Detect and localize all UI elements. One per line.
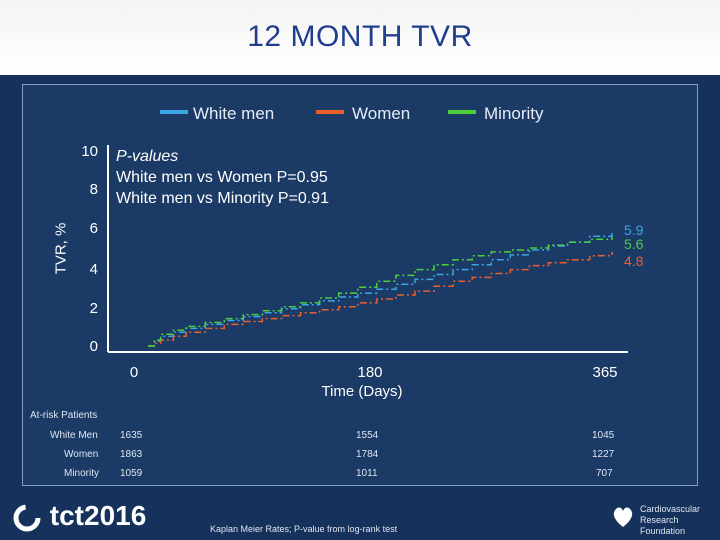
y-tick-8: 8 — [89, 181, 98, 198]
at-risk-cell: 1227 — [592, 449, 615, 460]
x-tick-0: 0 — [129, 364, 139, 381]
at-risk-cell: 1554 — [356, 430, 379, 441]
footnote: Kaplan Meier Rates; P-value from log-ran… — [210, 524, 398, 534]
tct-logo-text: tct2016 — [49, 500, 147, 531]
at-risk-title: At-risk Patients — [30, 410, 98, 421]
at-risk-row-label: Minority — [64, 468, 100, 479]
tct-logo: tct2016 — [12, 500, 146, 533]
x-tick-365: 365 — [592, 364, 618, 381]
p-values-header: P-values — [116, 148, 179, 165]
series-line-white-men — [148, 230, 613, 347]
x-axis-label: Time (Days) — [321, 383, 403, 400]
at-risk-cell: 1784 — [356, 449, 379, 460]
legend-label-women: Women — [352, 104, 411, 123]
y-tick-6: 6 — [89, 220, 98, 237]
p-value-row: White men vs Women P=0.95 — [116, 169, 328, 186]
crf-logo-icon — [613, 507, 633, 527]
title-bar — [0, 0, 720, 75]
y-tick-10: 10 — [81, 143, 98, 160]
tct-logo-icon — [13, 504, 41, 532]
p-value-row: White men vs Minority P=0.91 — [116, 190, 329, 207]
chart-panel — [22, 84, 698, 486]
legend-label-minority: Minority — [484, 104, 544, 123]
series-line-minority — [148, 236, 613, 347]
at-risk-cell: 707 — [596, 468, 613, 479]
x-tick-180: 180 — [357, 364, 383, 381]
legend-swatch-women — [316, 110, 344, 114]
legend-label-white-men: White men — [193, 104, 275, 123]
legend-swatch-minority — [448, 110, 476, 114]
at-risk-cell: 1011 — [356, 468, 378, 479]
at-risk-row-label: White Men — [50, 430, 98, 441]
crf-logo-text: Cardiovascular Research Foundation — [640, 504, 701, 536]
crf-logo: Cardiovascular Research Foundation — [610, 502, 714, 536]
p-values-box: P-values White men vs Women P=0.95 White… — [116, 146, 329, 209]
series-line-women — [148, 251, 613, 347]
at-risk-cell: 1045 — [592, 430, 615, 441]
end-label-women: 4.8 — [624, 253, 644, 269]
at-risk-cell: 1635 — [120, 430, 143, 441]
y-tick-0: 0 — [89, 338, 98, 355]
y-tick-4: 4 — [89, 261, 98, 278]
at-risk-cell: 1059 — [120, 468, 143, 479]
legend-swatch-white-men — [160, 110, 188, 114]
at-risk-row-label: Women — [64, 449, 99, 460]
slide-title: 12 MONTH TVR — [247, 20, 473, 53]
at-risk-cell: 1863 — [120, 449, 143, 460]
end-label-white-men: 5.9 — [624, 222, 644, 238]
end-label-minority: 5.6 — [624, 236, 644, 252]
y-tick-2: 2 — [89, 300, 98, 317]
